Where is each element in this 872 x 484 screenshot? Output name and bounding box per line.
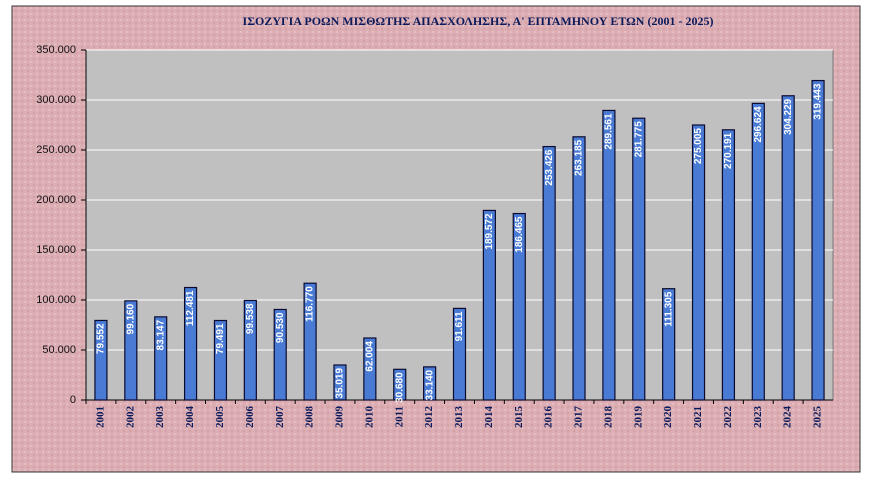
y-tick-label: 0 [70, 394, 76, 406]
bar [512, 212, 526, 401]
bar [482, 209, 496, 401]
value-label: 79.491 [215, 323, 226, 354]
x-tick-label: 2016 [543, 406, 555, 429]
x-tick-label: 2018 [602, 406, 614, 429]
x-tick-label: 2005 [214, 406, 226, 429]
value-label: 275.005 [693, 128, 704, 165]
value-label: 112.481 [185, 290, 196, 326]
value-label: 99.538 [245, 303, 256, 334]
bar [333, 364, 347, 401]
value-label: 33.140 [424, 369, 435, 400]
x-tick-label: 2015 [513, 406, 525, 429]
x-tick-label: 2004 [184, 406, 196, 429]
value-label: 186.465 [514, 216, 525, 253]
x-tick-label: 2025 [812, 406, 824, 429]
value-label: 116.770 [305, 286, 316, 322]
y-tick-label: 300.000 [36, 94, 76, 106]
y-tick-label: 250.000 [36, 144, 76, 156]
bar [572, 136, 586, 401]
bar [423, 366, 437, 401]
bar [213, 319, 228, 401]
x-tick-label: 2006 [244, 406, 256, 429]
bar [602, 109, 616, 401]
bar [154, 316, 168, 401]
x-tick-label: 2024 [782, 406, 794, 429]
x-tick-label: 2019 [632, 406, 644, 429]
x-tick-label: 2014 [483, 406, 495, 429]
bar [124, 300, 138, 401]
x-tick-label: 2001 [94, 406, 106, 428]
value-label: 79.552 [96, 323, 107, 354]
value-label: 263.185 [574, 139, 585, 176]
y-tick-label: 200.000 [36, 194, 76, 206]
value-label: 111.305 [663, 291, 674, 326]
value-label: 281.775 [633, 121, 644, 158]
y-tick-label: 150.000 [36, 244, 76, 256]
y-tick-label: 350.000 [36, 44, 76, 56]
x-tick-label: 2013 [453, 406, 465, 429]
bar [94, 319, 108, 401]
bar [811, 79, 825, 401]
bar [452, 307, 467, 401]
y-tick-label: 50.000 [42, 344, 76, 356]
x-tick-label: 2010 [363, 406, 375, 429]
bar [721, 129, 736, 401]
value-label: 30.680 [394, 372, 405, 403]
x-tick-label: 2022 [722, 406, 734, 429]
bar [632, 117, 646, 401]
value-label: 99.160 [125, 303, 136, 334]
bar [393, 368, 407, 401]
x-tick-label: 2007 [274, 406, 286, 429]
x-tick-label: 2020 [662, 406, 674, 429]
value-label: 90.530 [275, 312, 286, 343]
x-tick-label: 2002 [124, 406, 136, 429]
value-label: 304.229 [783, 98, 794, 135]
x-tick-label: 2008 [304, 406, 316, 429]
bar [243, 299, 257, 401]
x-tick-label: 2017 [573, 406, 585, 429]
value-label: 62.004 [365, 341, 376, 372]
bar [273, 308, 287, 401]
value-label: 319.443 [813, 83, 824, 120]
bar [751, 102, 765, 401]
value-label: 289.561 [604, 113, 615, 150]
bar [363, 337, 377, 401]
x-tick-label: 2023 [752, 406, 764, 429]
bar [662, 288, 676, 401]
value-label: 253.426 [544, 149, 555, 186]
bar [542, 145, 556, 401]
x-tick-label: 2011 [393, 406, 405, 427]
value-label: 91.611 [454, 311, 465, 341]
value-label: 296.624 [753, 106, 764, 143]
x-tick-label: 2009 [334, 406, 346, 429]
x-tick-label: 2012 [423, 406, 435, 429]
value-label: 35.019 [335, 368, 346, 399]
value-label: 189.572 [484, 213, 495, 250]
y-tick-label: 100.000 [36, 294, 76, 306]
bar [781, 95, 795, 401]
bar [691, 124, 706, 401]
value-label: 83.147 [155, 319, 166, 350]
bar [183, 286, 198, 401]
value-label: 270.191 [723, 132, 734, 169]
bar [303, 282, 317, 401]
x-tick-label: 2003 [154, 406, 166, 429]
x-tick-label: 2021 [692, 406, 704, 428]
chart-title: ΙΣΟΖΥΓΙΑ ΡΟΩΝ ΜΙΣΘΩΤΗΣ ΑΠΑΣΧΟΛΗΣΗΣ, Α' Ε… [243, 14, 714, 28]
